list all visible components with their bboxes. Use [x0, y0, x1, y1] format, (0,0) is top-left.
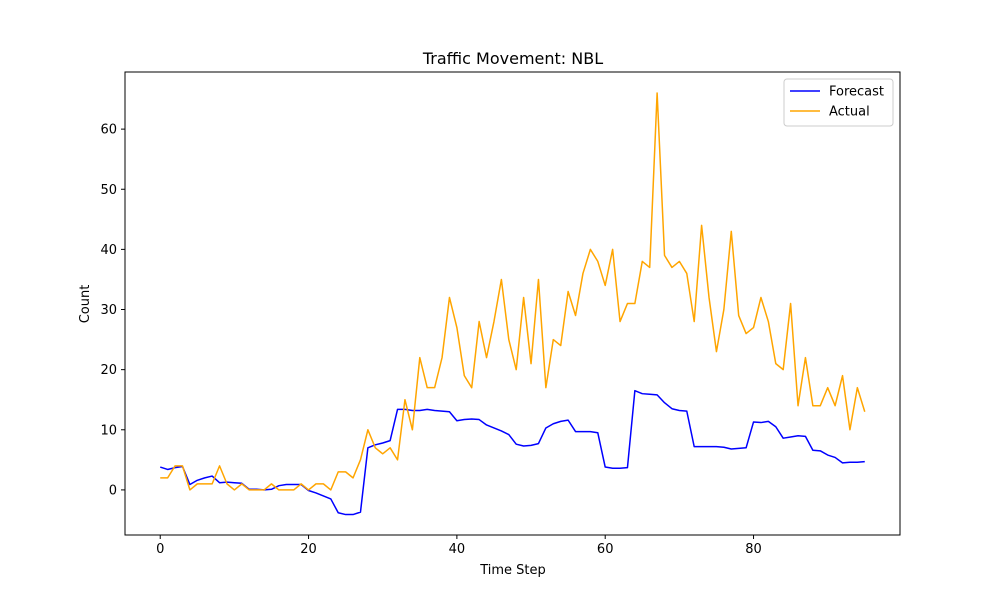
y-axis-label: Count [78, 285, 93, 324]
x-axis-ticks: 0 20 40 60 80 [156, 535, 762, 557]
y-tick-label: 0 [109, 483, 117, 498]
chart-title: Traffic Movement: NBL [422, 49, 603, 68]
y-tick-label: 20 [100, 363, 117, 378]
y-tick-label: 30 [100, 303, 117, 318]
legend-label-forecast: Forecast [829, 85, 884, 100]
y-axis-ticks: 0 10 20 30 40 50 60 [100, 123, 125, 498]
x-tick-label: 0 [156, 542, 164, 557]
y-tick-label: 60 [100, 123, 117, 138]
x-tick-label: 80 [745, 542, 762, 557]
y-tick-label: 10 [100, 423, 117, 438]
x-axis-label: Time Step [479, 563, 546, 578]
series-layer [159, 92, 866, 516]
x-tick-label: 20 [300, 542, 317, 557]
y-tick-label: 50 [100, 183, 117, 198]
x-tick-label: 40 [449, 542, 466, 557]
legend: Forecast Actual [783, 78, 894, 127]
x-tick-label: 60 [597, 542, 614, 557]
series-line-actual [160, 92, 866, 491]
legend-label-actual: Actual [829, 105, 870, 120]
plot-frame [124, 71, 901, 536]
series-line-forecast [159, 389, 865, 516]
y-tick-label: 40 [100, 243, 117, 258]
